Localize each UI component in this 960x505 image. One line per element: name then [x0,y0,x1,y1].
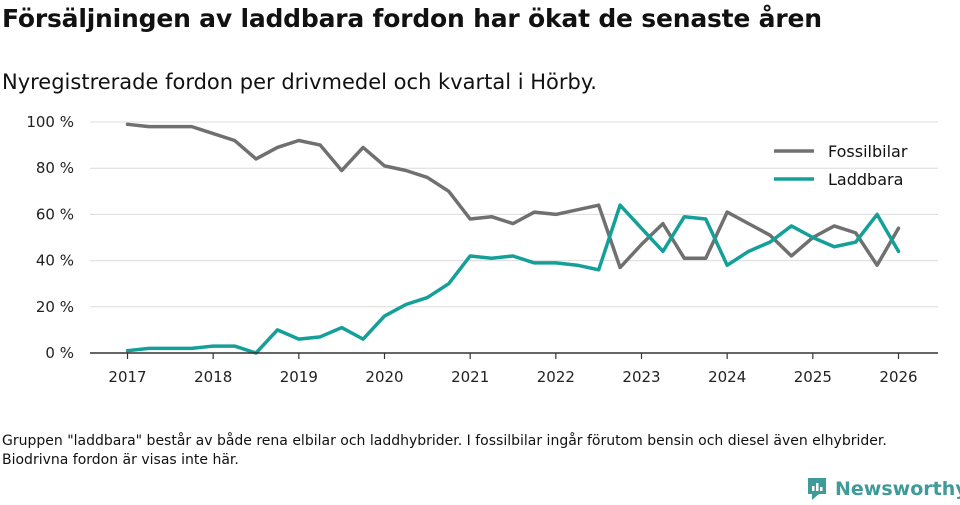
newsworthy-logo-icon [808,478,826,500]
x-tick-label: 2018 [194,368,232,386]
x-tick-label: 2021 [451,368,489,386]
series-line-laddbara [125,203,901,355]
x-tick-label: 2023 [622,368,660,386]
y-tick-label: 60 % [36,205,74,223]
x-tick-label: 2019 [280,368,318,386]
line-chart: 0 % 20 % 40 % 60 % 80 % 100 % 2017 2018 2019 202… [26,113,938,386]
x-tick-label: 2026 [879,368,917,386]
series-line-fossilbilar [125,122,901,270]
grid-lines: 0 % 20 % 40 % 60 % 80 % 100 % [26,113,938,362]
y-tick-label: 20 % [36,298,74,316]
x-tick-label: 2022 [537,368,575,386]
chart-title: Försäljningen av laddbara fordon har öka… [2,4,822,33]
x-tick-label: 2020 [365,368,403,386]
y-tick-label: 80 % [36,159,74,177]
legend: Fossilbilar Laddbara [774,142,908,189]
x-axis: 2017 2018 2019 2020 2021 2022 2023 2024 2025 2026 [90,352,938,386]
x-tick-label: 2025 [794,368,832,386]
series-lines [125,122,901,355]
y-tick-label: 100 % [26,113,74,131]
chart-subtitle: Nyregistrerade fordon per drivmedel och … [2,70,597,94]
brand-name: Newsworthy [835,478,960,500]
legend-label: Fossilbilar [828,142,908,161]
x-tick-label: 2024 [708,368,746,386]
legend-label: Laddbara [828,170,903,189]
y-tick-label: 40 % [36,252,74,270]
y-tick-label: 0 % [45,344,74,362]
x-tick-label: 2017 [108,368,146,386]
footnote: Gruppen "laddbara" består av både rena e… [2,433,887,468]
brand-logo: Newsworthy [805,474,960,504]
